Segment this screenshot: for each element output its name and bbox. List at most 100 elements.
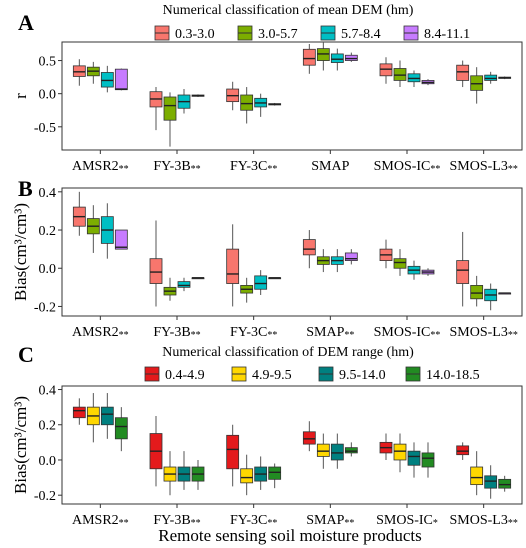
- box-body: [72, 406, 86, 419]
- box-mark: [470, 451, 484, 496]
- y-tick-label: 0.4: [39, 186, 57, 201]
- legend-title-dem-range: Numerical classification of DEM range (h…: [162, 345, 414, 360]
- box-body: [302, 48, 316, 66]
- box-body: [498, 478, 512, 489]
- x-tick-label: SMAP**: [306, 513, 354, 529]
- box-mark: [484, 71, 498, 84]
- box-body: [177, 281, 191, 288]
- box-mark: [114, 229, 128, 250]
- box-mark: [421, 442, 435, 478]
- box-mark: [163, 277, 177, 301]
- x-tick-label: SMOS-L3**: [449, 513, 517, 529]
- legend-entry-label: 8.4-11.1: [424, 27, 470, 42]
- box-body: [344, 447, 358, 454]
- box-body: [226, 248, 240, 284]
- box-body: [114, 417, 128, 440]
- box-mark: [191, 94, 205, 97]
- box-mark: [456, 231, 470, 307]
- box-body: [330, 443, 344, 461]
- box-body: [240, 94, 254, 111]
- legend-dem-range: 0.4-4.9 4.9-9.5 9.5-14.0 14.0-18.5: [144, 366, 480, 383]
- box-mark: [100, 393, 114, 439]
- box-body: [470, 285, 484, 300]
- box-mark: [407, 442, 421, 478]
- x-tick-label: FY-3C**: [230, 513, 277, 529]
- box-mark: [100, 203, 114, 259]
- box-mark: [456, 60, 470, 88]
- box-body: [456, 445, 470, 456]
- box-mark: [149, 87, 163, 131]
- y-tick-label: 0.2: [39, 224, 57, 239]
- box-body: [330, 53, 344, 63]
- x-tick-label: AMSR2**: [72, 325, 129, 341]
- legend-entry-label: 4.9-9.5: [252, 368, 292, 383]
- legend-entry-label: 14.0-18.5: [426, 368, 480, 383]
- box-body: [149, 258, 163, 284]
- box-mark: [330, 48, 344, 71]
- box-mark: [421, 268, 435, 276]
- box-body: [226, 434, 240, 470]
- box-mark: [379, 57, 393, 84]
- panel-c-plot: -0.2 0.0 0.2 0.4 Bias(cm³/cm³) AMSR2** FY-3B**…: [11, 384, 523, 529]
- box-mark: [177, 451, 191, 490]
- box-mark: [254, 456, 268, 490]
- box-mark: [268, 102, 282, 106]
- panel-label-b: B: [18, 176, 33, 201]
- box-mark: [177, 89, 191, 114]
- box-mark: [114, 68, 128, 91]
- y-axis-label: Bias(cm³/cm³): [11, 203, 30, 301]
- box-mark: [254, 93, 268, 117]
- box-mark: [72, 398, 86, 425]
- box-mark: [302, 230, 316, 269]
- x-axis-title: Remote sensing soil moisture products: [158, 526, 421, 545]
- box-body: [484, 475, 498, 489]
- box-mark: [316, 42, 330, 71]
- box-mark: [484, 283, 498, 311]
- box-body: [268, 466, 282, 480]
- box-mark: [344, 249, 358, 265]
- box-mark: [268, 277, 282, 280]
- box-mark: [316, 249, 330, 273]
- box-mark: [191, 277, 205, 280]
- box-mark: [330, 433, 344, 469]
- box-mark: [163, 92, 177, 147]
- box-mark: [344, 52, 358, 62]
- box-mark: [470, 67, 484, 104]
- box-mark: [344, 442, 358, 457]
- box-mark: [177, 277, 191, 292]
- box-mark: [72, 191, 86, 236]
- y-tick-label: 0.0: [39, 88, 57, 103]
- box-mark: [226, 81, 240, 111]
- x-tick-label: FY-3B**: [153, 325, 200, 341]
- x-tick-label: SMOS-IC*: [376, 513, 438, 529]
- box-mark: [240, 87, 254, 124]
- box-mark: [407, 70, 421, 88]
- legend-title-mean-dem: Numerical classification of mean DEM (hm…: [163, 3, 414, 18]
- legend-entry-label: 0.4-4.9: [165, 368, 205, 383]
- box-mark: [254, 270, 268, 295]
- plot-frame: [61, 385, 523, 505]
- box-mark: [149, 220, 163, 307]
- box-mark: [240, 277, 254, 303]
- box-mark: [316, 433, 330, 469]
- x-tick-label: SMOS-L3**: [449, 159, 517, 175]
- box-mark: [302, 43, 316, 74]
- box-mark: [191, 459, 205, 490]
- box-mark: [379, 433, 393, 460]
- box-mark: [163, 451, 177, 496]
- y-axis-label: r: [11, 93, 30, 99]
- box-body: [393, 258, 407, 269]
- panel-b-plot: -0.2 0.0 0.2 0.4 Bias(cm³/cm³) AMSR2** FY-3B**…: [11, 186, 523, 341]
- box-mark: [379, 239, 393, 269]
- box-mark: [470, 275, 484, 307]
- box-mark: [149, 415, 163, 487]
- x-tick-label: FY-3C**: [230, 325, 277, 341]
- box-mark: [393, 249, 407, 276]
- box-mark: [86, 61, 100, 84]
- panel-label-a: A: [18, 10, 34, 35]
- y-tick-label: 0.4: [39, 384, 57, 399]
- box-mark: [114, 407, 128, 452]
- x-tick-label: FY-3B**: [153, 159, 200, 175]
- box-mark: [498, 76, 512, 80]
